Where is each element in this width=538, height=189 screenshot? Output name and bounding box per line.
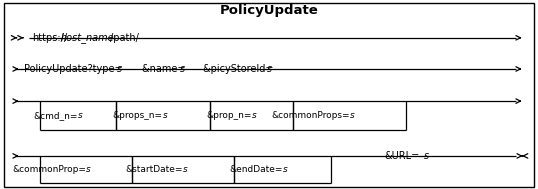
Text: s: s xyxy=(117,64,123,74)
Text: &props_n=: &props_n= xyxy=(113,111,162,120)
Text: &prop_n=: &prop_n= xyxy=(206,111,252,120)
Text: &endDate=: &endDate= xyxy=(229,165,282,174)
Text: s: s xyxy=(252,111,256,120)
Text: https://: https:// xyxy=(32,33,67,43)
Text: — &name=: — &name= xyxy=(126,64,186,74)
Text: — &picyStoreId=: — &picyStoreId= xyxy=(187,64,274,74)
Text: PolicyUpdate?type=: PolicyUpdate?type= xyxy=(24,64,123,74)
Text: s: s xyxy=(86,165,91,174)
Text: &commonProps=: &commonProps= xyxy=(271,111,350,120)
Text: s: s xyxy=(267,64,273,74)
Text: s: s xyxy=(424,151,429,161)
Text: PolicyUpdate: PolicyUpdate xyxy=(220,4,318,17)
Text: &commonProp=: &commonProp= xyxy=(12,165,86,174)
Text: s: s xyxy=(350,111,355,120)
Text: s: s xyxy=(162,111,167,120)
Text: s: s xyxy=(180,64,186,74)
Text: &startDate=: &startDate= xyxy=(125,165,183,174)
Text: s: s xyxy=(282,165,287,174)
Text: s: s xyxy=(78,111,83,120)
Text: /path/: /path/ xyxy=(110,33,139,43)
Text: &URL=: &URL= xyxy=(385,151,420,161)
Text: &cmd_n=: &cmd_n= xyxy=(34,111,78,120)
Text: s: s xyxy=(183,165,188,174)
Text: host_name: host_name xyxy=(60,32,114,43)
